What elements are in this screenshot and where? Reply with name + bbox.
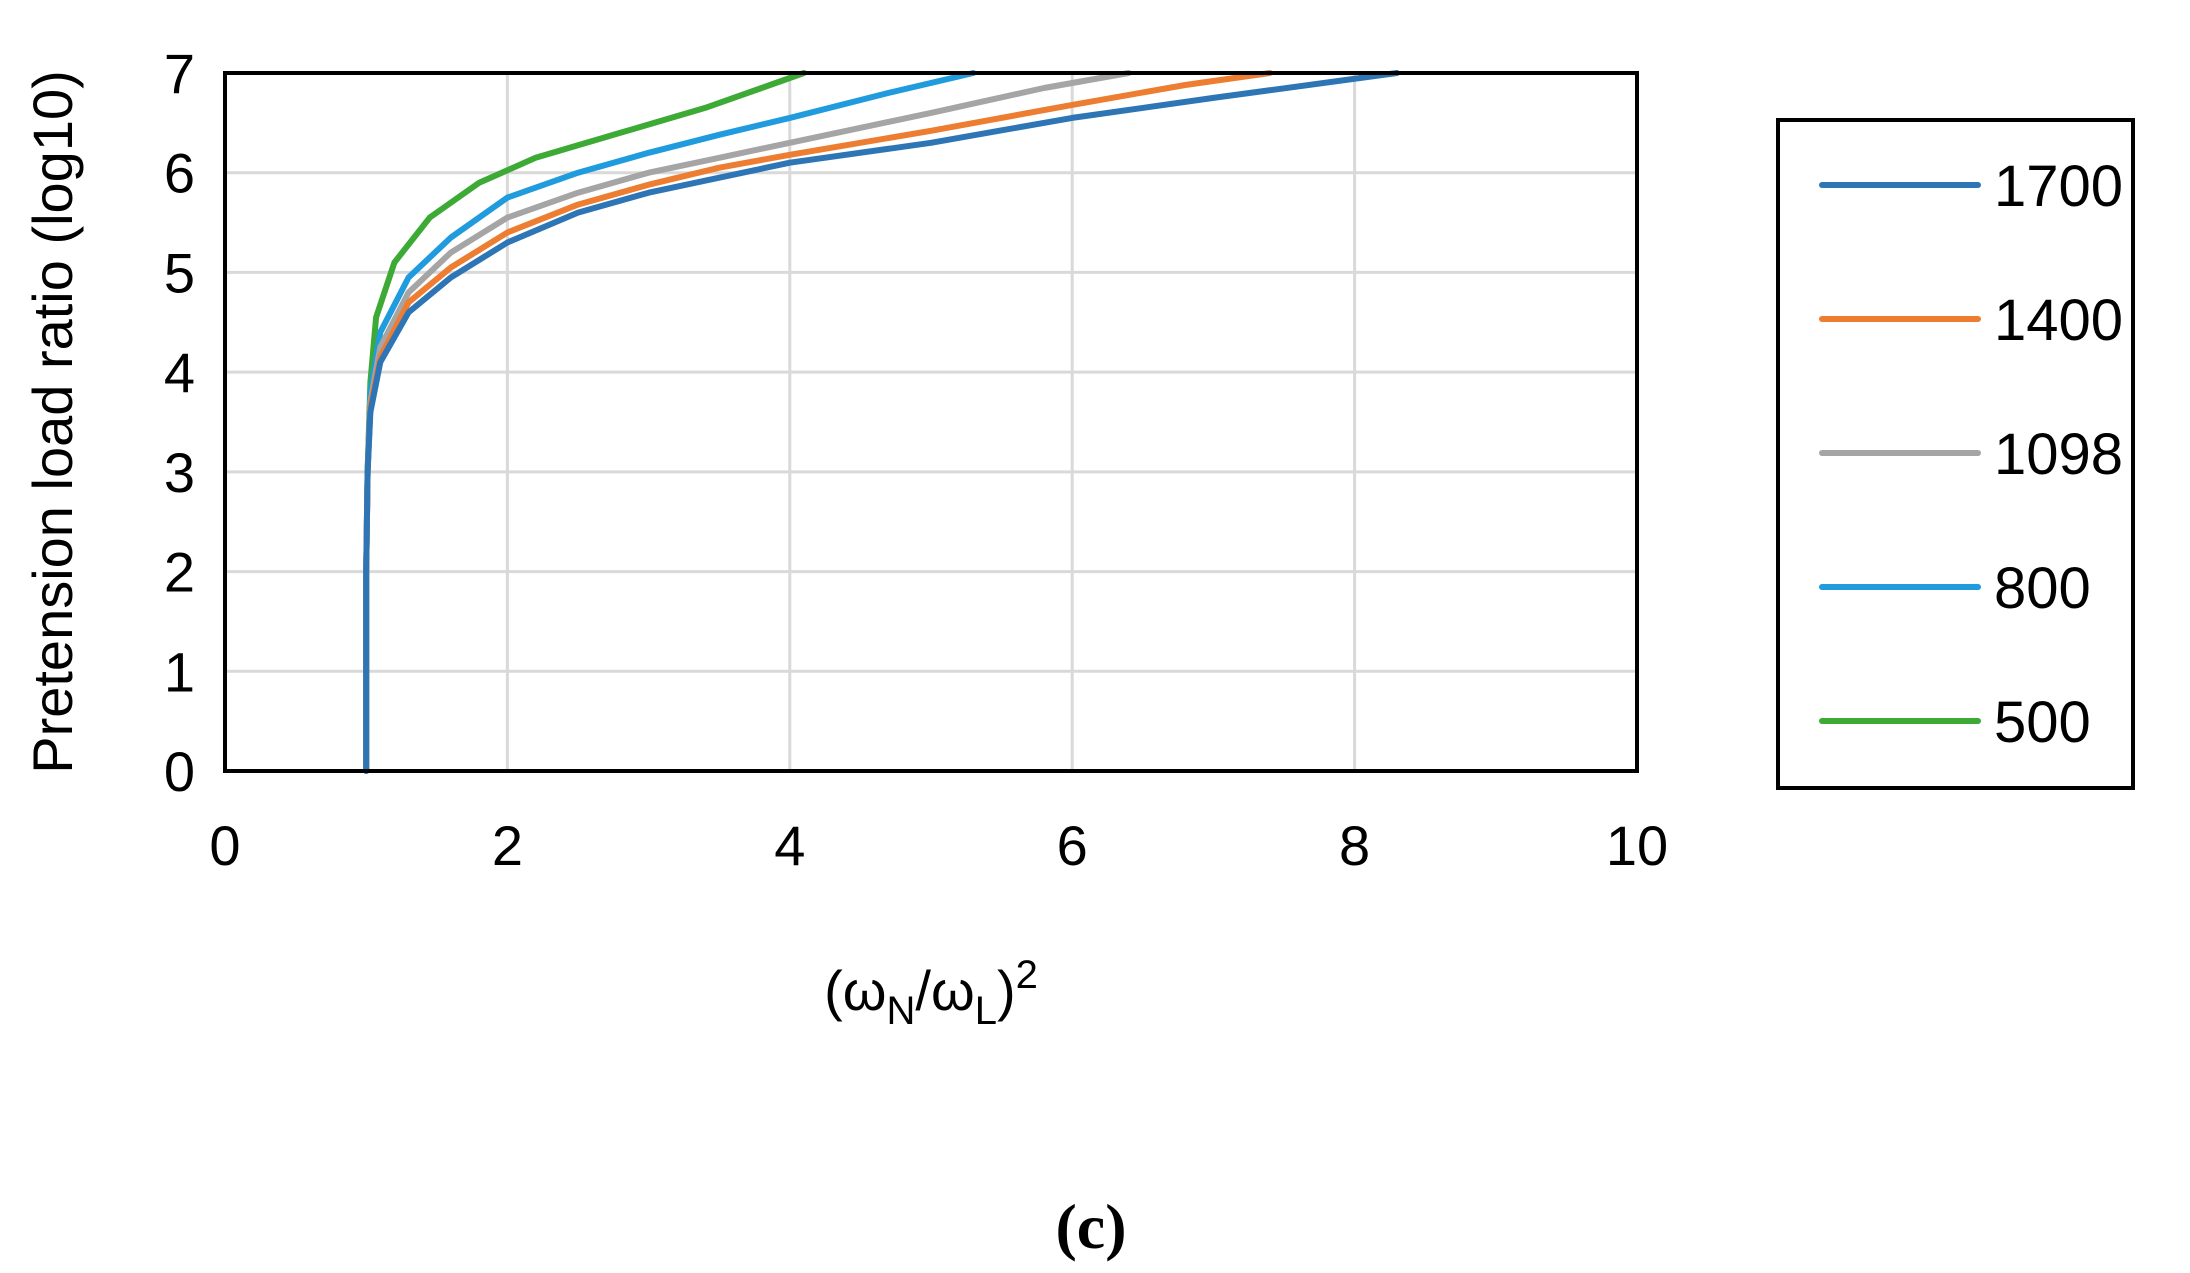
y-tick-label: 4 <box>164 341 195 404</box>
y-tick-label: 3 <box>164 441 195 504</box>
panel-label: (c) <box>1055 1191 1126 1262</box>
x-tick-label: 4 <box>774 814 805 877</box>
y-axis-title: Pretension load ratio (log10) <box>21 70 84 774</box>
legend-entries: 1700 1400 1098 800 500 <box>1819 154 2123 755</box>
y-axis-ticks: 0 1 2 3 4 5 6 7 <box>164 42 195 803</box>
x-axis-title-sup: 2 <box>1016 953 1038 997</box>
y-tick-label: 2 <box>164 541 195 604</box>
x-tick-label: 0 <box>209 814 240 877</box>
y-tick-label: 1 <box>164 640 195 703</box>
legend-label-1700: 1700 <box>1994 154 2123 219</box>
y-tick-label: 6 <box>164 142 195 205</box>
plot-area-frame <box>223 71 1639 773</box>
y-tick-label: 7 <box>164 42 195 105</box>
legend-label-800: 800 <box>1994 556 2091 621</box>
y-tick-label: 0 <box>164 740 195 803</box>
x-axis-title-mid: /ω <box>915 959 974 1022</box>
series-lines <box>363 70 1400 774</box>
x-axis-title-sub1: N <box>887 989 916 1033</box>
x-axis-title: (ωN/ωL)2 <box>824 953 1038 1033</box>
series-line-1700 <box>363 70 1400 774</box>
x-axis-title-sub2: L <box>975 989 997 1033</box>
x-axis-ticks: 0 2 4 6 8 10 <box>209 814 1668 877</box>
legend-label-1400: 1400 <box>1994 288 2123 353</box>
legend-label-1098: 1098 <box>1994 422 2123 487</box>
x-tick-label: 8 <box>1339 814 1370 877</box>
x-tick-label: 2 <box>492 814 523 877</box>
legend-label-500: 500 <box>1994 690 2091 755</box>
y-tick-label: 5 <box>164 241 195 304</box>
x-tick-label: 10 <box>1606 814 1668 877</box>
x-axis-title-prefix: (ω <box>824 959 886 1022</box>
x-axis-title-suffix: ) <box>997 959 1016 1022</box>
x-tick-label: 6 <box>1057 814 1088 877</box>
